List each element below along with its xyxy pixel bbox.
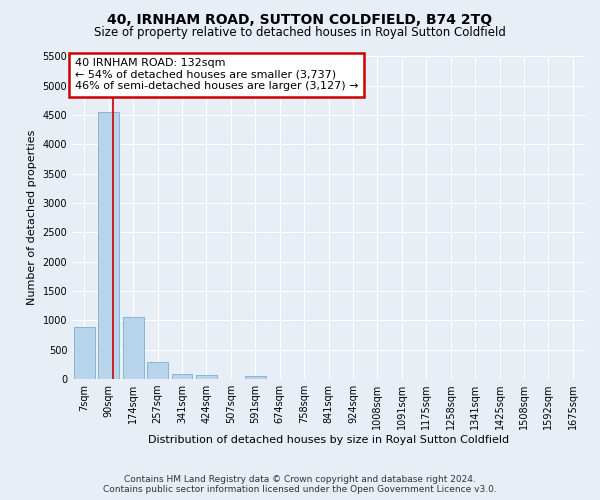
Bar — [147, 362, 168, 379]
Bar — [245, 376, 266, 379]
Text: Contains HM Land Registry data © Crown copyright and database right 2024.
Contai: Contains HM Land Registry data © Crown c… — [103, 474, 497, 494]
Y-axis label: Number of detached properties: Number of detached properties — [27, 130, 37, 306]
Bar — [98, 112, 119, 379]
Bar — [196, 374, 217, 379]
Text: Size of property relative to detached houses in Royal Sutton Coldfield: Size of property relative to detached ho… — [94, 26, 506, 39]
X-axis label: Distribution of detached houses by size in Royal Sutton Coldfield: Distribution of detached houses by size … — [148, 435, 509, 445]
Text: 40, IRNHAM ROAD, SUTTON COLDFIELD, B74 2TQ: 40, IRNHAM ROAD, SUTTON COLDFIELD, B74 2… — [107, 12, 493, 26]
Text: 40 IRNHAM ROAD: 132sqm
← 54% of detached houses are smaller (3,737)
46% of semi-: 40 IRNHAM ROAD: 132sqm ← 54% of detached… — [75, 58, 358, 92]
Bar — [74, 328, 95, 379]
Bar — [123, 317, 143, 379]
Bar — [172, 374, 193, 379]
